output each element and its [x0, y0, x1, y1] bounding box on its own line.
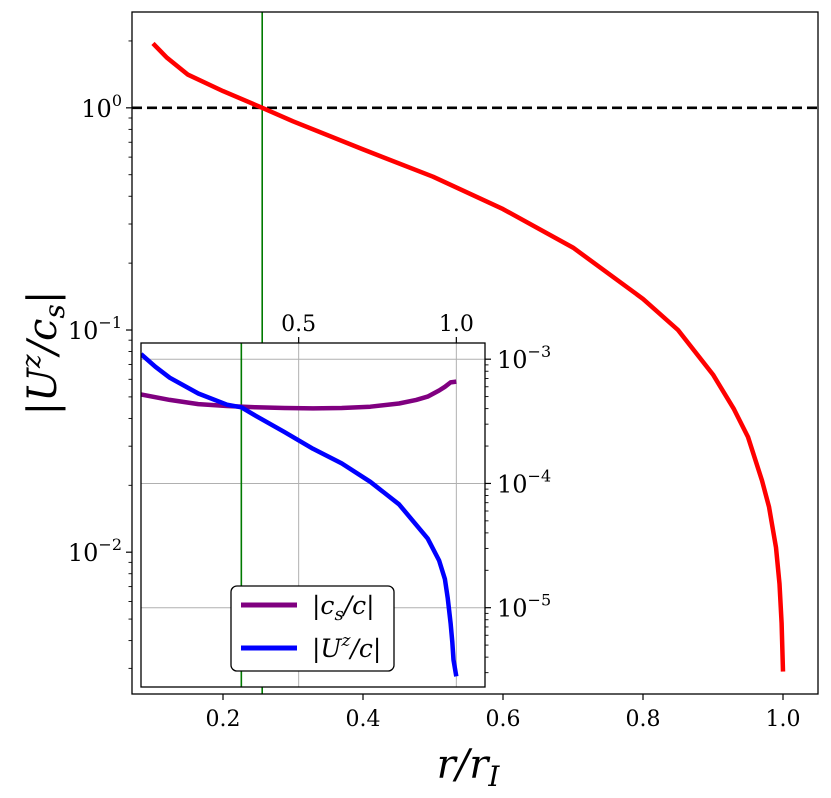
main-y-tick-label: 100: [81, 91, 122, 123]
y-axis-title: |Uz/cs|: [17, 291, 71, 416]
inset-y-tick-label: 10−5: [497, 591, 551, 623]
inset-series-line-0: [141, 379, 457, 411]
main-y-tick-label: 10−2: [68, 535, 122, 567]
inset-y-axis: 10−3 10−4 10−5: [485, 342, 551, 674]
inset-x-axis: 0.5 1.0: [281, 312, 474, 343]
main-x-tick-label: 0.6: [486, 707, 521, 732]
main-x-tick-label: 0.2: [206, 707, 241, 732]
svg-text:|Uz/cs|: |Uz/cs|: [17, 291, 71, 416]
x-axis-title: r/rI: [437, 742, 501, 793]
inset-x-tick-label: 1.0: [439, 312, 474, 337]
main-series-group: [151, 41, 786, 672]
inset-frame: [140, 342, 486, 688]
inset-y-tick-label: 10−3: [497, 342, 551, 374]
inset-y-tick-label: 10−4: [497, 466, 551, 498]
legend-label-cs: |cs/c|: [312, 591, 375, 625]
inset-legend: |cs/c| |Uz/c|: [230, 585, 395, 672]
inset-series-group: [141, 352, 459, 677]
inset-x-tick-label: 0.5: [281, 312, 316, 337]
main-x-axis: 0.2 0.4 0.6 0.8 1.0: [206, 694, 801, 732]
main-plot-frame: [131, 11, 819, 695]
inset-plot-area: 0.5 1.0 10−3 10−4 10−5 |cs/c| |Uz/c|: [140, 312, 551, 688]
svg-text:r/rI: r/rI: [437, 742, 501, 793]
inset-series-line-1: [141, 352, 459, 677]
main-y-tick-label: 10−1: [68, 313, 122, 345]
main-y-axis: 100 10−1 10−2: [68, 40, 132, 669]
main-series-line-0: [151, 41, 786, 672]
main-x-tick-label: 1.0: [766, 707, 801, 732]
main-x-tick-label: 0.8: [626, 707, 661, 732]
main-x-tick-label: 0.4: [346, 707, 381, 732]
main-plot-area: 0.2 0.4 0.6 0.8 1.0 100 10−1 10−2: [68, 11, 819, 732]
